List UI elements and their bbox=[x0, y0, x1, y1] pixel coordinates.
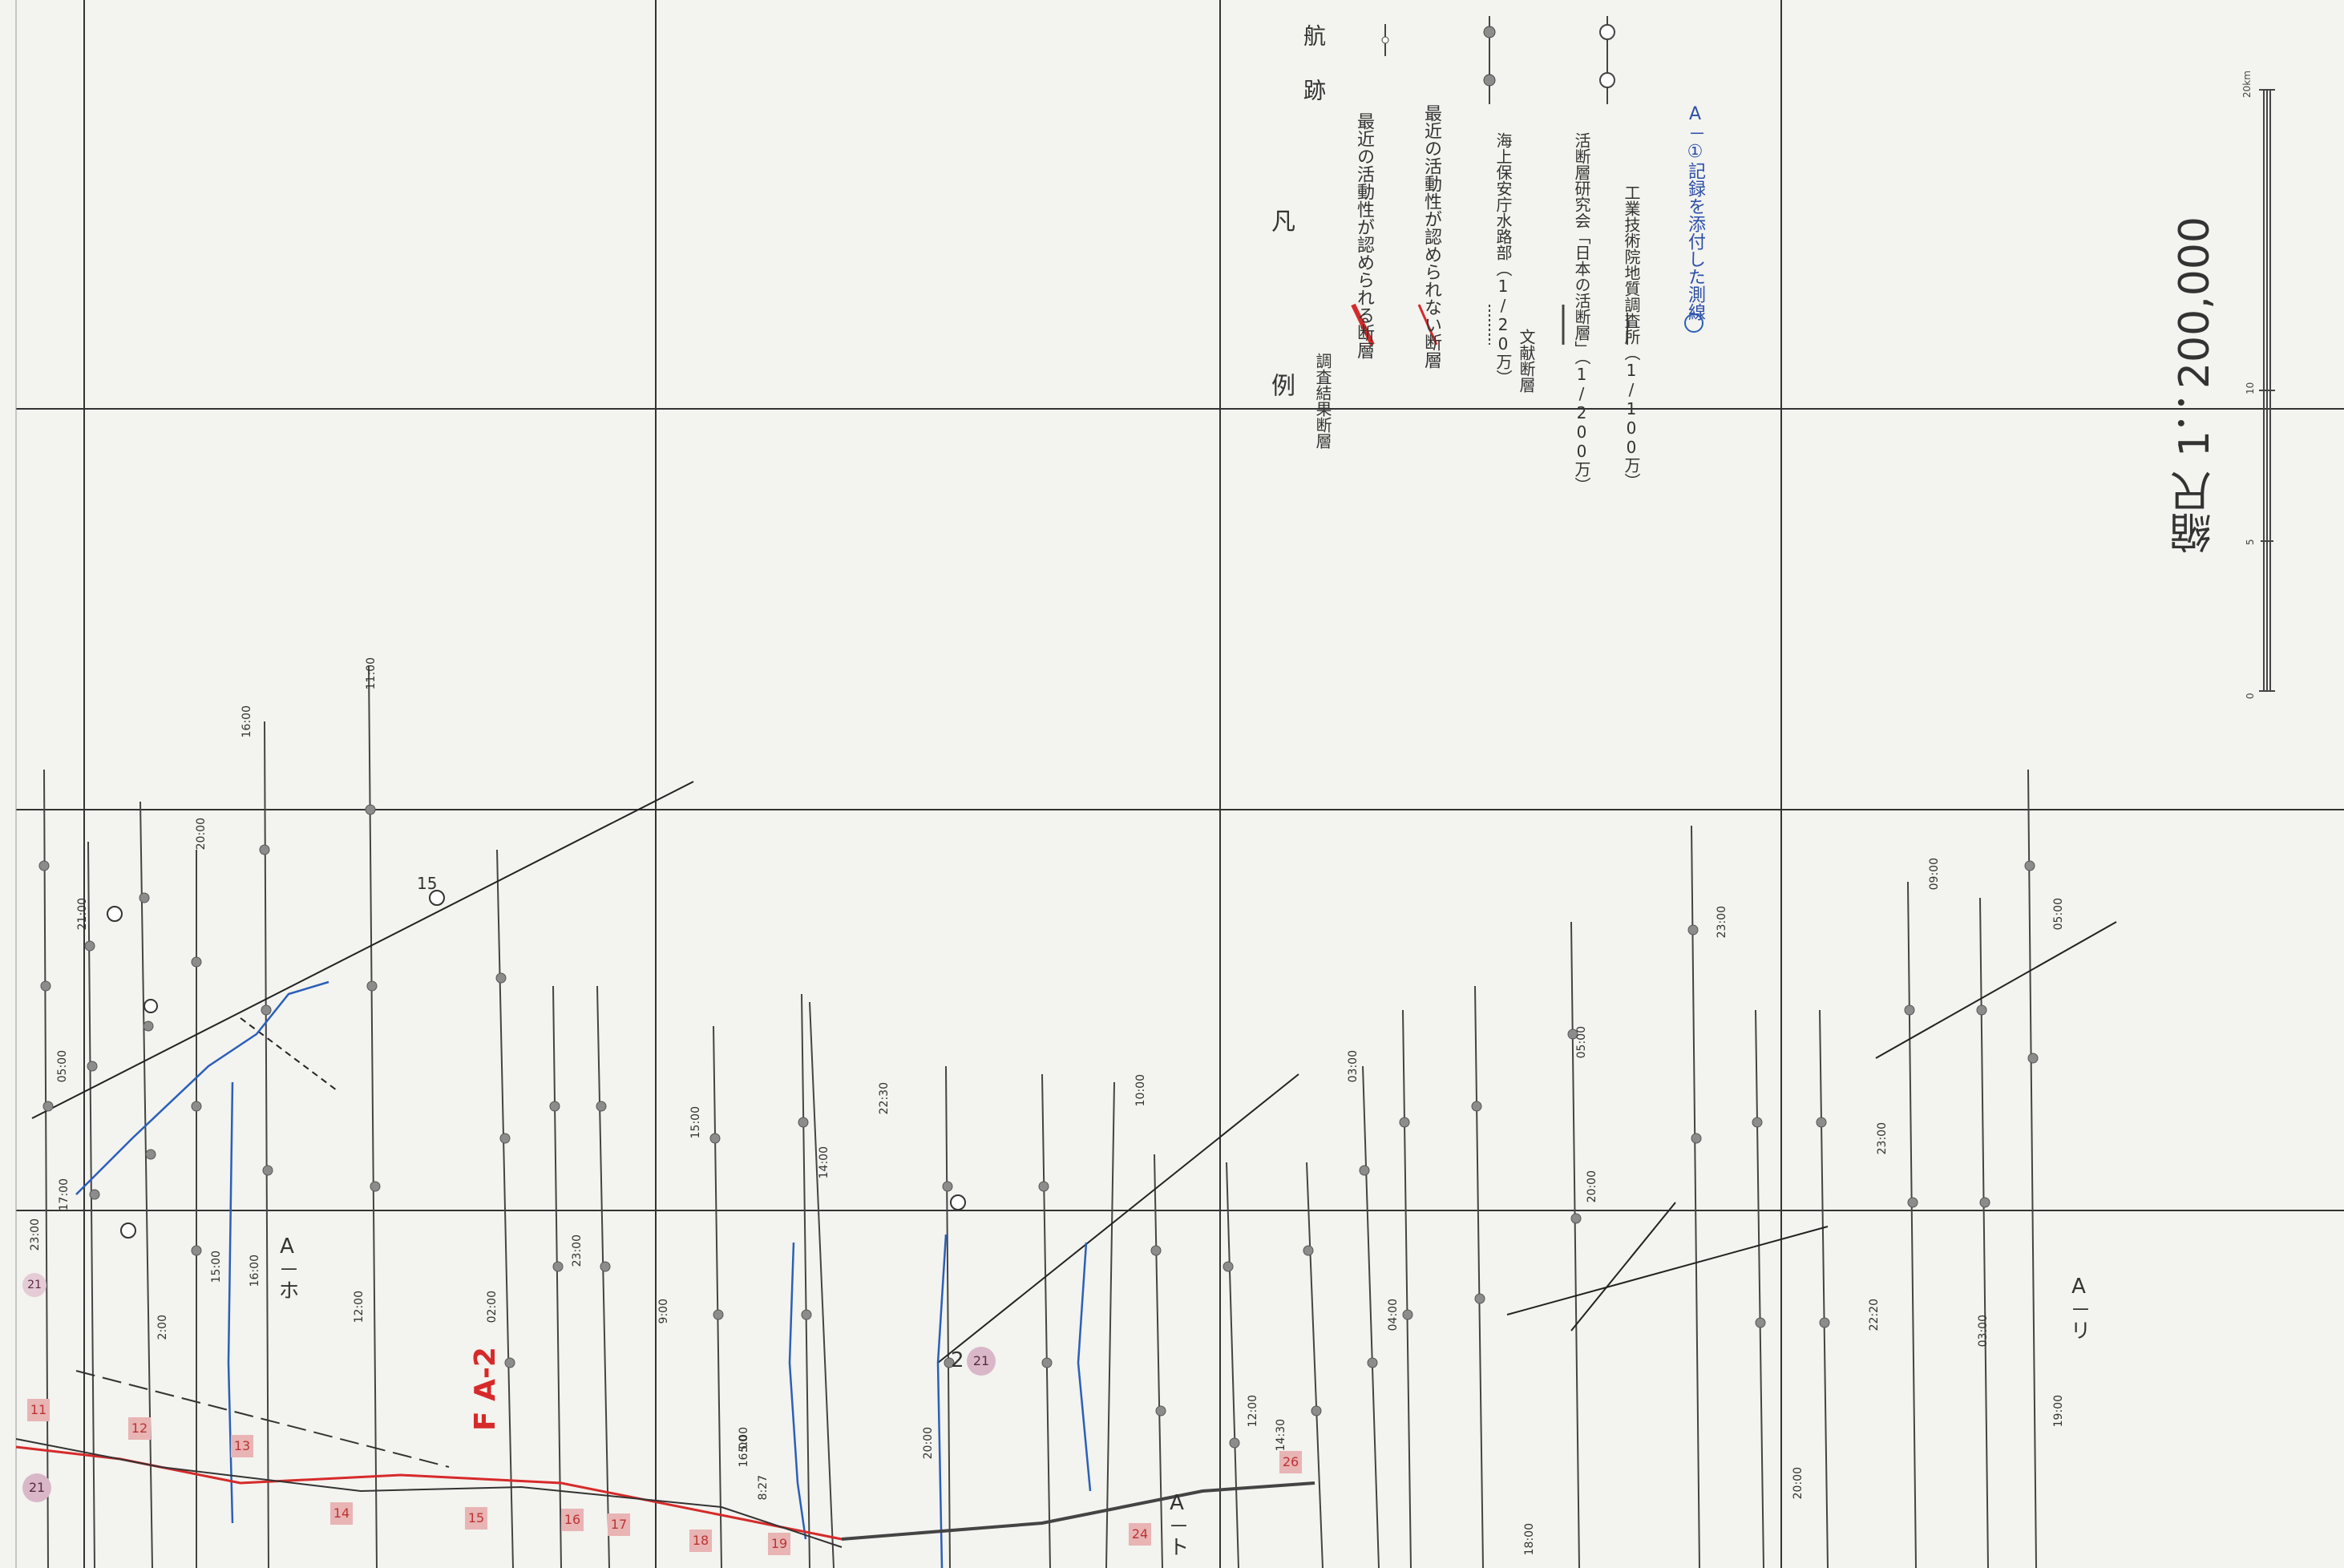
time-label: 20:00 bbox=[1792, 1467, 1804, 1500]
time-label: 19:00 bbox=[2052, 1395, 2065, 1428]
time-label: 20:00 bbox=[195, 818, 208, 851]
station-number: 18 bbox=[689, 1530, 712, 1552]
time-label: 17:00 bbox=[58, 1178, 71, 1211]
scale-bar[interactable] bbox=[2259, 89, 2275, 692]
record-lines[interactable] bbox=[75, 980, 1092, 1568]
legend-gsj: 工業技術院地質調査所（1/100万） bbox=[1622, 184, 1641, 489]
station-number: 12 bbox=[128, 1417, 151, 1440]
legend-literature-group: 文献断層 bbox=[1517, 329, 1536, 393]
station-number: 11 bbox=[27, 1399, 50, 1421]
time-label: 22:20 bbox=[1868, 1299, 1881, 1332]
time-label: 23:00 bbox=[1716, 906, 1728, 939]
time-label: 20:00 bbox=[1586, 1170, 1598, 1203]
time-label: 20:00 bbox=[922, 1427, 935, 1460]
survey-line-label[interactable]: A－ト bbox=[1165, 1491, 1189, 1557]
legend-symbols bbox=[1351, 16, 1703, 346]
time-label: 16:00 bbox=[249, 1255, 261, 1287]
survey-line-label[interactable]: A－リ bbox=[2067, 1275, 2091, 1340]
survey-tracks bbox=[43, 665, 2037, 1568]
time-label: 12:00 bbox=[1247, 1395, 1259, 1428]
waypoints bbox=[107, 890, 966, 1239]
station-number: 14 bbox=[330, 1502, 353, 1525]
survey-line-label[interactable]: A－ホ bbox=[275, 1235, 299, 1300]
scale-tick-label: 5 bbox=[2245, 539, 2256, 545]
legend-survey-group: 調査結果断層 bbox=[1313, 353, 1332, 449]
time-label: 16:00 bbox=[738, 1435, 750, 1468]
station-number: 26 bbox=[1279, 1451, 1302, 1473]
navigation-lines bbox=[31, 781, 2117, 1364]
map-grid bbox=[15, 0, 2344, 1568]
legend-inactive-fault: 最近の活動性が認められない断層 bbox=[1421, 104, 1441, 369]
station-markers bbox=[38, 804, 2039, 1449]
time-label: 18:00 bbox=[1523, 1523, 1536, 1556]
legend-active-fault: 最近の活動性が認められる断層 bbox=[1354, 112, 1374, 359]
time-label: 23:00 bbox=[571, 1235, 584, 1267]
time-label: 10:00 bbox=[1134, 1074, 1147, 1107]
time-label: 04:00 bbox=[1387, 1299, 1400, 1332]
station-number: 19 bbox=[768, 1533, 790, 1555]
circled-number: 15 bbox=[417, 874, 438, 893]
time-label: 11:00 bbox=[365, 657, 378, 690]
route-badge: 21 bbox=[22, 1473, 51, 1502]
time-label: 05:00 bbox=[1575, 1026, 1588, 1059]
station-number: 24 bbox=[1129, 1523, 1151, 1546]
station-number: 17 bbox=[608, 1513, 630, 1536]
time-label: 14:00 bbox=[818, 1146, 831, 1179]
station-number: 13 bbox=[231, 1435, 253, 1457]
time-label: 2:00 bbox=[156, 1315, 169, 1340]
scale-title: 縮尺 1：200,000 bbox=[2171, 216, 2219, 554]
time-label: 9:00 bbox=[657, 1299, 670, 1324]
route-badge: 21 bbox=[22, 1273, 46, 1297]
time-label: 22:30 bbox=[878, 1082, 891, 1115]
scale-tick-label: 0 bbox=[2245, 693, 2256, 699]
time-label: 09:00 bbox=[1928, 858, 1941, 891]
time-label: 02:00 bbox=[486, 1291, 499, 1324]
legend-research-group: 活断層研究会「日本の活断層」（1/200万） bbox=[1572, 132, 1591, 493]
scale-tick-label: 20km bbox=[2241, 71, 2253, 98]
time-label: 15:00 bbox=[210, 1251, 223, 1283]
scale-tick-label: 10 bbox=[2245, 382, 2256, 394]
time-label: 05:00 bbox=[2052, 898, 2065, 931]
fault-lines bbox=[15, 1370, 1315, 1548]
legend-coast-guard: 海上保安庁水路部（1/20万） bbox=[1493, 132, 1513, 386]
station-number: 16 bbox=[561, 1509, 584, 1531]
route-badge: 21 bbox=[967, 1347, 996, 1376]
time-label: 8:27 bbox=[757, 1475, 770, 1501]
legend-record-lines: A－①記録を添付した測線 bbox=[1685, 104, 1705, 321]
station-number: 15 bbox=[465, 1507, 487, 1530]
circled-number: 2 bbox=[951, 1348, 964, 1372]
time-label: 16:00 bbox=[240, 705, 253, 738]
time-label: 03:00 bbox=[1977, 1315, 1990, 1348]
time-label: 12:00 bbox=[353, 1291, 366, 1324]
fault-label: F A-2 bbox=[469, 1347, 502, 1431]
time-label: 14:30 bbox=[1275, 1419, 1287, 1452]
time-label: 21:00 bbox=[76, 898, 89, 931]
time-label: 23:00 bbox=[1876, 1122, 1889, 1155]
time-label: 05:00 bbox=[56, 1050, 69, 1083]
time-label: 23:00 bbox=[29, 1218, 42, 1251]
time-label: 03:00 bbox=[1347, 1050, 1360, 1083]
time-label: 15:00 bbox=[689, 1106, 702, 1139]
legend-track-label: 航跡 bbox=[1300, 24, 1327, 133]
legend-title: 凡 例 bbox=[1267, 208, 1295, 453]
